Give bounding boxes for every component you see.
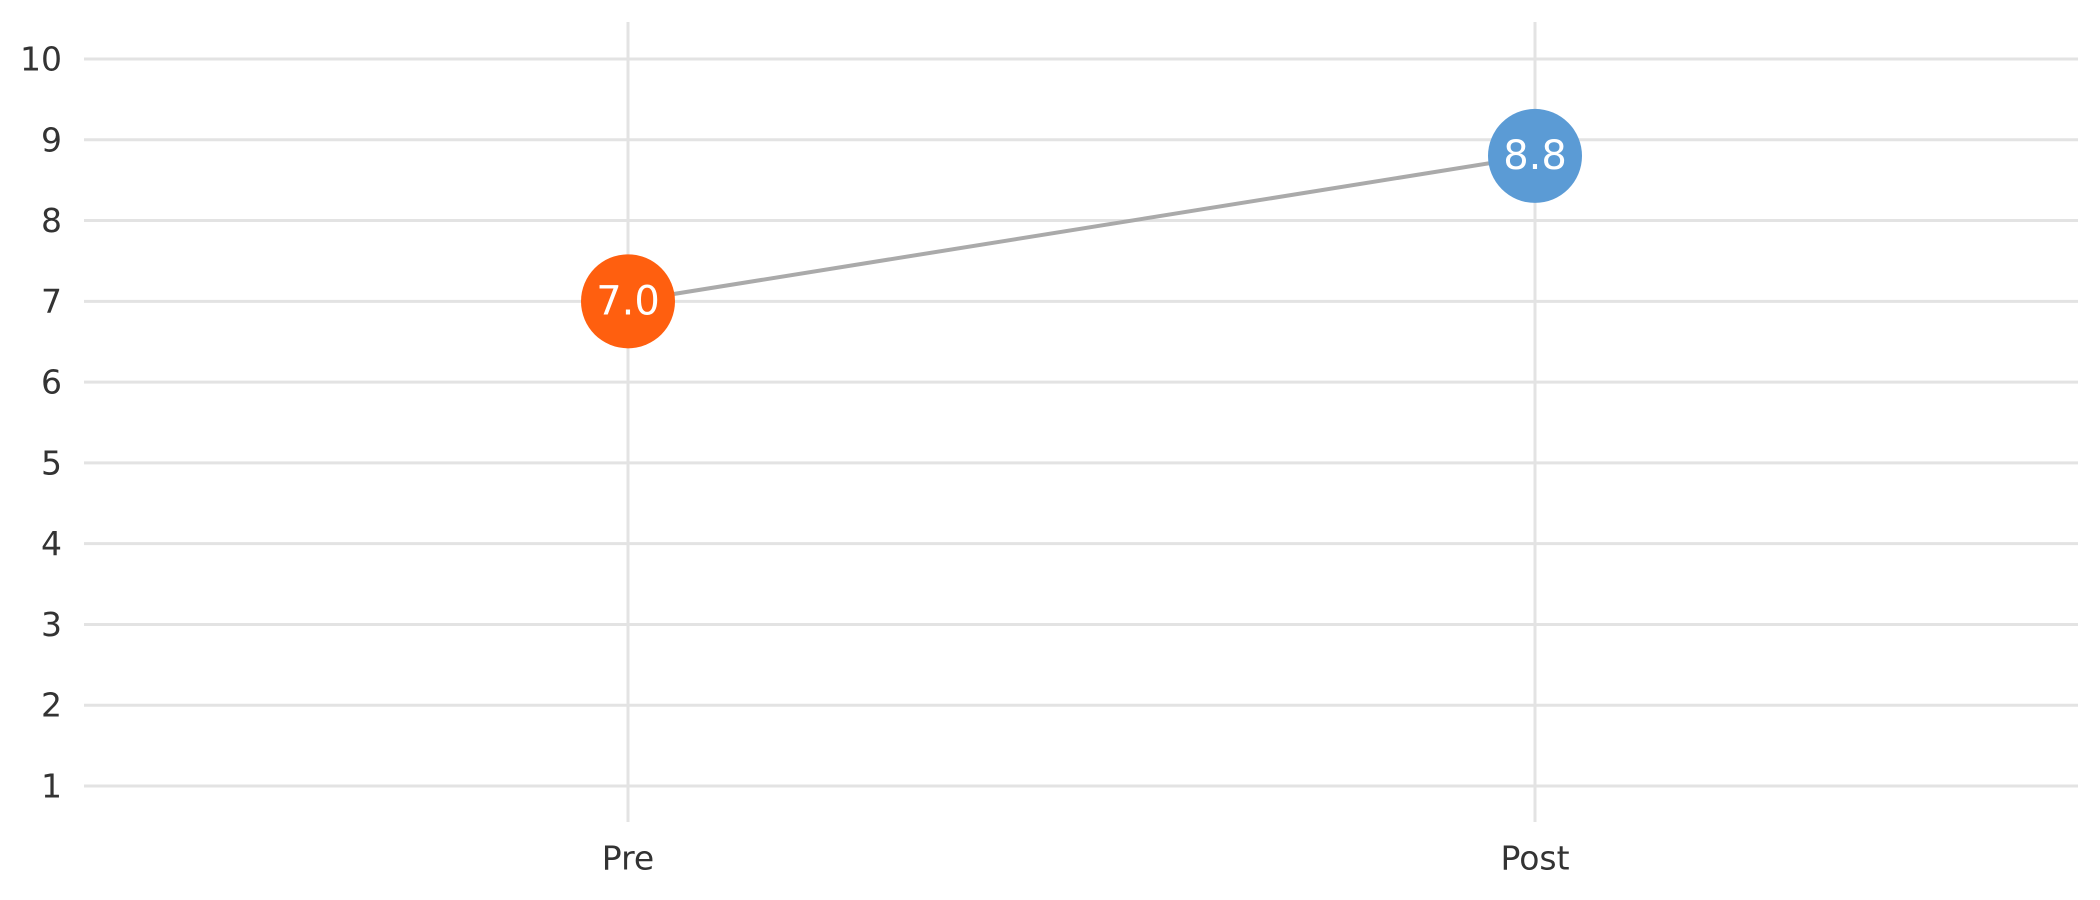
y-tick-label: 10	[20, 40, 62, 79]
vertical-gridlines	[626, 22, 1537, 822]
y-tick-label: 3	[41, 605, 62, 644]
y-tick-label: 4	[41, 524, 62, 563]
horizontal-gridlines	[84, 57, 2078, 788]
y-tick-label: 2	[41, 686, 62, 725]
connector-line	[627, 153, 1536, 304]
y-tick-label: 1	[41, 767, 62, 806]
data-points	[581, 108, 1582, 349]
data-point	[581, 254, 675, 349]
y-tick-label: 5	[41, 443, 62, 482]
x-axis-tick-labels: Pre Post	[602, 839, 1570, 878]
y-tick-label: 8	[41, 201, 62, 240]
y-tick-label: 9	[41, 120, 62, 159]
data-point	[1488, 108, 1582, 203]
data-label: 7.0	[596, 278, 660, 324]
y-axis-tick-labels: 1 2 3 4 5 6 7 8 9 10	[20, 40, 62, 806]
connector-lines	[627, 153, 1536, 304]
x-tick-label: Pre	[602, 839, 654, 878]
data-labels: 7.0 8.8	[596, 133, 1567, 324]
y-tick-label: 7	[41, 282, 62, 321]
y-tick-label: 6	[41, 363, 62, 402]
x-tick-label: Post	[1500, 839, 1569, 878]
data-label: 8.8	[1503, 133, 1567, 179]
